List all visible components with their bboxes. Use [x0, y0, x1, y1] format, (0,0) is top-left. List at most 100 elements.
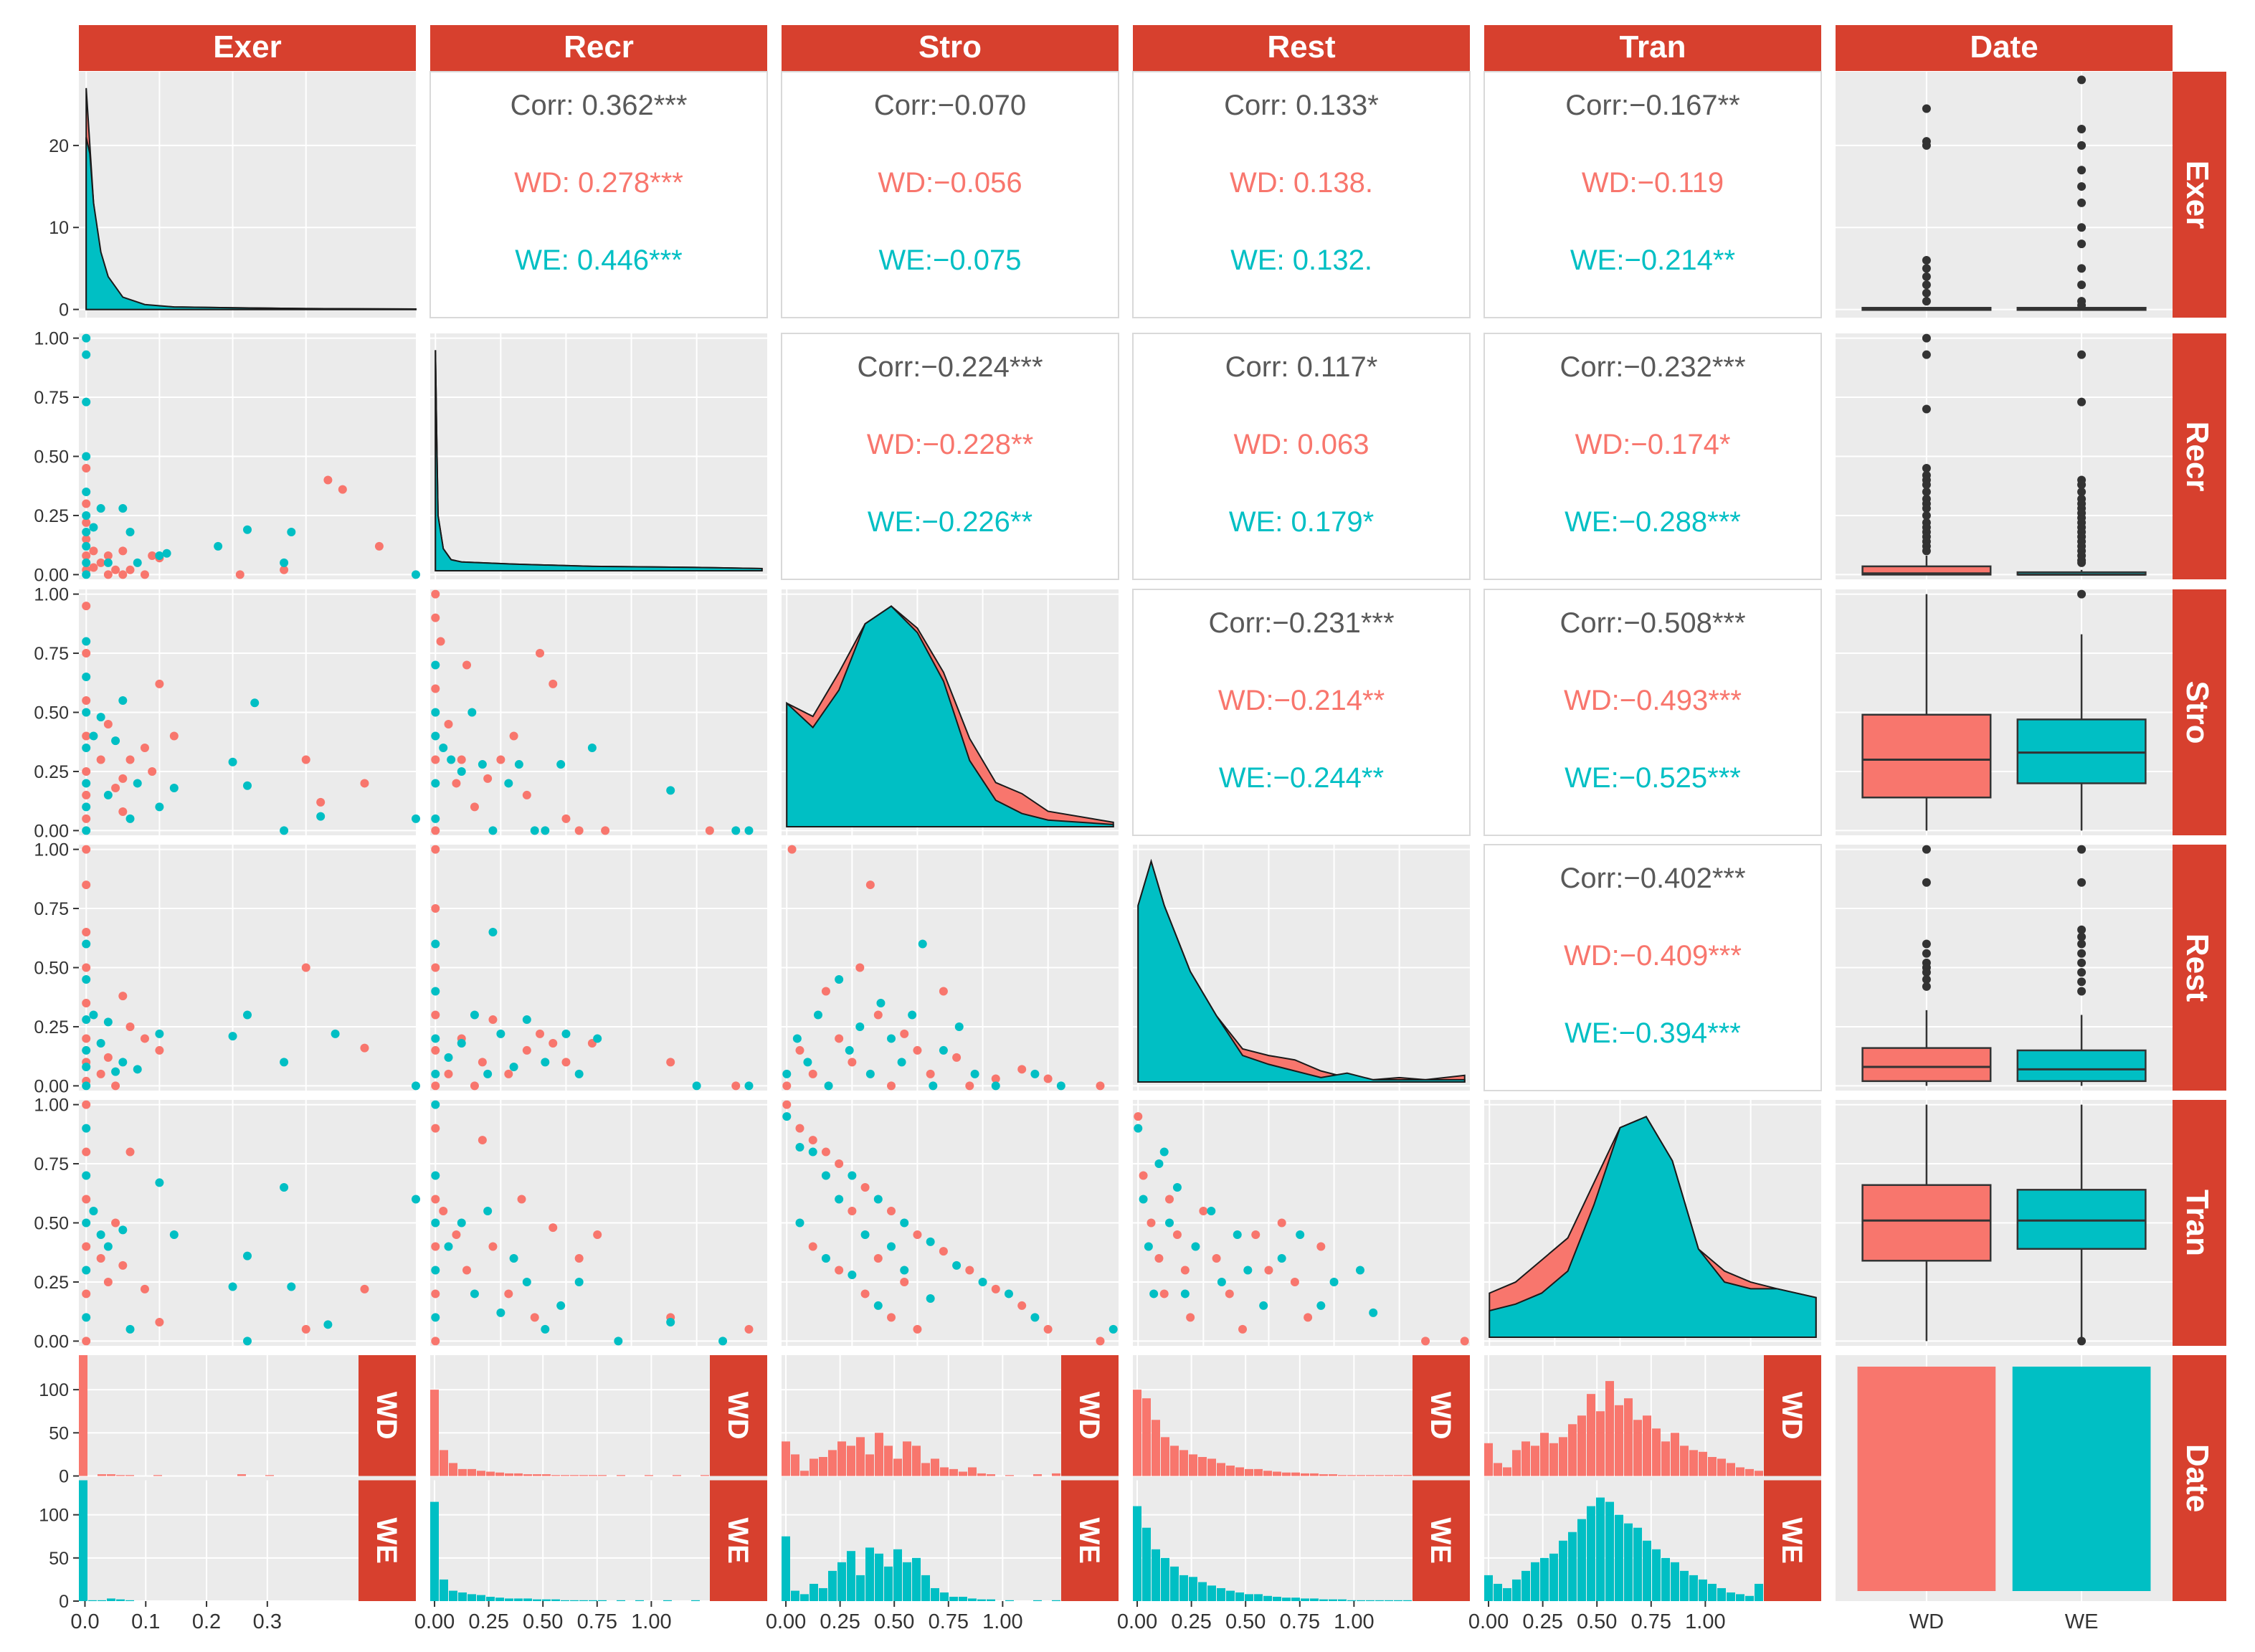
scatter-point-exer_stro-wd-8 — [103, 719, 113, 728]
scatter-point-exer_recr-wd-3 — [82, 518, 91, 527]
hist-bar-stro-wd-18 — [949, 1468, 958, 1476]
scatter-point-recr_stro-wd-9 — [462, 660, 472, 670]
hist-bar-rest-wd-4 — [1170, 1446, 1179, 1476]
scatter-point-exer_stro-wd-13 — [140, 743, 149, 752]
scatter-point-stro_tran-wd-7 — [913, 1230, 922, 1239]
scatter-point-exer_recr-wd-16 — [148, 551, 157, 561]
scatter-point-stro_tran-we-4 — [848, 1171, 857, 1180]
column-strip-recr — [430, 25, 767, 71]
scatter-point-stro_tran-wd-14 — [835, 1266, 844, 1275]
scatter-point-stro_rest-wd-20 — [1096, 1081, 1105, 1091]
scatter-point-exer_stro-we-11 — [118, 696, 128, 706]
scatter-point-exer_tran-we-8 — [118, 1225, 128, 1235]
scatter-point-exer_stro-wd-2 — [82, 766, 91, 776]
scatter-point-recr_stro-wd-3 — [431, 613, 440, 622]
scatter-point-exer_tran-we-18 — [412, 1195, 420, 1204]
column-strip-date — [1836, 25, 2173, 71]
facet-label-rest-wd: WD — [1425, 1392, 1456, 1440]
panel-exer-rest-background — [1132, 71, 1471, 318]
y-tick-stro-0: 0.00 — [34, 821, 69, 841]
scatter-point-recr_stro-we-12 — [514, 760, 523, 769]
hist-bar-tran-we-24 — [1708, 1583, 1717, 1601]
scatter-point-recr_tran-we-3 — [431, 1171, 440, 1180]
panel-date-tran-marks: WD WE — [1484, 1355, 1821, 1602]
scatter-point-stro_rest-wd-7 — [855, 963, 865, 972]
scatter-point-recr_rest-we-2 — [431, 987, 440, 996]
scatter-point-stro_tran-we-2 — [808, 1147, 817, 1157]
hist-bar-recr-we-8 — [505, 1598, 513, 1601]
date-bar-wd — [1857, 1367, 1996, 1591]
column-label-tran: Tran — [1620, 29, 1686, 65]
scatter-point-exer_recr-we-13 — [118, 504, 128, 513]
y-tick-exer-2: 20 — [49, 136, 69, 156]
scatter-point-stro_tran-wd-12 — [1043, 1324, 1053, 1334]
scatter-point-stro_rest-wd-18 — [1017, 1065, 1027, 1074]
scatter-point-rest_tran-we-1 — [1139, 1195, 1148, 1204]
scatter-point-exer_rest-we-5 — [82, 939, 91, 949]
scatter-point-recr_tran-wd-1 — [431, 1289, 440, 1299]
hist-bar-tran-wd-9 — [1568, 1424, 1577, 1476]
boxplot-outlier-wd-0 — [1922, 845, 1931, 854]
hist-bar-rest-wd-11 — [1235, 1467, 1244, 1476]
scatter-point-exer_stro-wd-15 — [155, 679, 164, 688]
scatter-point-recr_stro-we-0 — [431, 814, 440, 823]
hist-bar-tran-we-8 — [1559, 1540, 1567, 1601]
hist-bar-rest-wd-26 — [1375, 1475, 1384, 1476]
hist-bar-rest-we-28 — [1394, 1600, 1402, 1601]
scatter-point-exer_stro-we-9 — [103, 790, 113, 799]
hist-bar-rest-wd-3 — [1161, 1437, 1169, 1476]
scatter-point-recr_tran-wd-10 — [504, 1289, 513, 1299]
scatter-point-recr_stro-we-7 — [457, 766, 466, 776]
hist-bar-tran-wd-27 — [1736, 1467, 1744, 1476]
scatter-point-stro_tran-we-18 — [835, 1195, 844, 1204]
hist-bar-rest-we-13 — [1254, 1594, 1263, 1601]
scatter-point-exer_rest-wd-2 — [82, 1034, 91, 1043]
y-tick-tran-0: 0.00 — [34, 1331, 69, 1352]
column-label-stro: Stro — [918, 29, 982, 65]
hist-bar-exer-wd-0 — [79, 1355, 87, 1476]
hist-bar-tran-wd-13 — [1605, 1381, 1614, 1476]
scatter-point-stro_rest-we-17 — [970, 1069, 979, 1078]
x-tick-recr-2: 0.50 — [523, 1610, 563, 1633]
scatter-point-exer_rest-we-3 — [82, 1015, 91, 1025]
scatter-point-stro_tran-we-9 — [978, 1277, 987, 1286]
y-tick-rest-3: 0.75 — [34, 899, 69, 919]
facet-label-recr-we: WE — [722, 1518, 754, 1564]
hist-bar-tran-we-22 — [1689, 1575, 1698, 1601]
scatter-point-exer_tran-wd-9 — [118, 1261, 128, 1270]
scatter-point-stro_rest-wd-0 — [782, 1081, 792, 1091]
row-strip-tran — [2169, 1100, 2226, 1346]
boxplot-outlier-wd-0 — [1922, 333, 1931, 343]
hist-bar-tran-wd-21 — [1680, 1446, 1689, 1476]
facet-strip-stro-wd — [1061, 1355, 1119, 1476]
scatter-point-rest_tran-we-14 — [1259, 1301, 1268, 1310]
scatter-point-recr_stro-we-19 — [744, 826, 754, 835]
scatter-point-exer_stro-we-1 — [82, 802, 91, 812]
scatter-point-recr_stro-wd-2 — [431, 684, 440, 693]
scatter-point-stro_rest-wd-12 — [913, 1045, 922, 1055]
panel-rest-tran-background — [1483, 844, 1822, 1091]
panel-exer-tran-wd-text: WD:−0.119 — [1582, 167, 1724, 199]
scatter-point-rest_tran-we-16 — [1296, 1230, 1305, 1239]
y-tick-stro-1: 0.25 — [34, 762, 69, 782]
scatter-point-exer_rest-we-10 — [118, 1058, 128, 1067]
scatter-point-recr_rest-we-4 — [444, 1053, 453, 1062]
scatter-point-stro_rest-we-19 — [1030, 1069, 1040, 1078]
hist-bar-rest-we-16 — [1282, 1598, 1291, 1601]
scatter-point-exer_tran-wd-6 — [96, 1253, 105, 1263]
scatter-point-rest_tran-we-19 — [1355, 1266, 1364, 1275]
scatter-point-rest_tran-wd-3 — [1154, 1253, 1164, 1263]
hist-bar-rest-wd-27 — [1385, 1475, 1393, 1476]
boxplot-box-wd — [1861, 713, 1992, 799]
scatter-point-stro_tran-we-20 — [887, 1242, 896, 1251]
boxplot-outlier-wd-18 — [1922, 546, 1931, 556]
scatter-point-stro_tran-wd-8 — [939, 1247, 948, 1256]
boxplot-outlier-we-9 — [2077, 987, 2087, 996]
y-tick-recr-3: 0.75 — [34, 388, 69, 408]
hist-bar-recr-we-9 — [514, 1598, 523, 1601]
scatter-point-exer_recr-we-21 — [287, 528, 296, 537]
scatter-point-exer_rest-we-7 — [96, 1039, 105, 1048]
boxplot-outlier-we-2 — [2077, 141, 2087, 150]
scatter-point-stro_tran-wd-20 — [900, 1277, 909, 1286]
x-tick-recr-4: 1.00 — [631, 1610, 671, 1633]
